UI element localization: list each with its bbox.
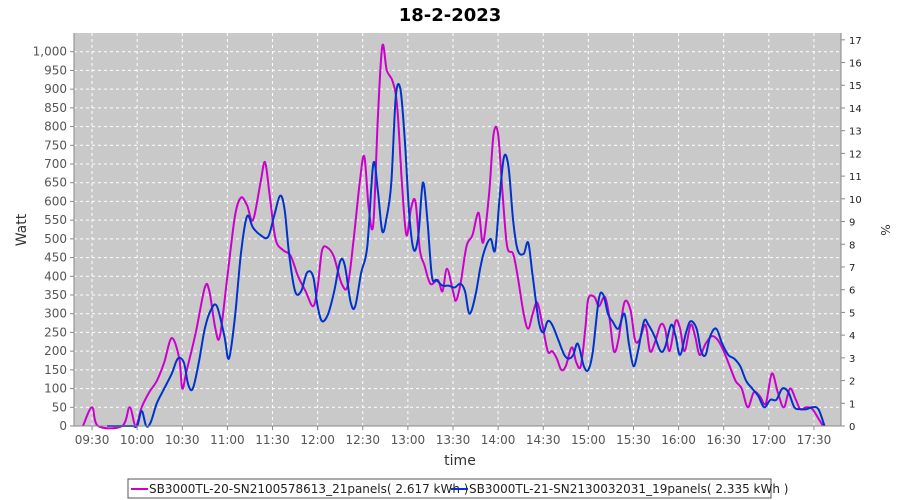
y2-tick-label: 14 xyxy=(849,104,862,115)
x-axis-ticks: 09:30 10:00 10:30 11:00 11:30 12:00 12:30 13:00… xyxy=(75,426,831,447)
x-tick-label: 16:30 xyxy=(706,433,741,447)
x-tick-label: 15:30 xyxy=(616,433,651,447)
x-tick-label: 10:00 xyxy=(120,433,155,447)
x-tick-label: 13:00 xyxy=(391,433,426,447)
y2-tick-label: 15 xyxy=(849,81,862,92)
x-tick-label: 10:30 xyxy=(165,433,200,447)
y-tick-label: 150 xyxy=(44,363,67,377)
y2-tick-label: 8 xyxy=(849,240,855,251)
legend-entry: SB3000TL-20-SN2100578613_21panels( 2.617… xyxy=(149,482,468,496)
legend-entry: SB3000TL-21-SN2130032031_19panels( 2.335… xyxy=(469,482,788,496)
x-tick-label: 17:30 xyxy=(797,433,832,447)
y2-tick-label: 2 xyxy=(849,377,855,388)
y2-tick-label: 6 xyxy=(849,286,855,297)
y-tick-label: 700 xyxy=(44,157,67,171)
y-tick-label: 550 xyxy=(44,213,67,227)
x-tick-label: 17:00 xyxy=(752,433,787,447)
y-tick-label: 250 xyxy=(44,325,67,339)
y-tick-label: 750 xyxy=(44,138,67,152)
y-tick-label: 900 xyxy=(44,82,67,96)
x-tick-label: 13:30 xyxy=(436,433,471,447)
y2-tick-label: 1 xyxy=(849,399,855,410)
y-tick-label: 100 xyxy=(44,382,67,396)
y-tick-label: 800 xyxy=(44,120,67,134)
legend: SB3000TL-20-SN2100578613_21panels( 2.617… xyxy=(127,478,788,499)
chart-title: 18-2-2023 xyxy=(399,5,502,26)
y-tick-label: 300 xyxy=(44,307,67,321)
x-tick-label: 11:00 xyxy=(210,433,245,447)
series-lines xyxy=(82,43,826,430)
y-tick-label: 950 xyxy=(44,63,67,77)
y-tick-label: 650 xyxy=(44,176,67,190)
y2-tick-label: 9 xyxy=(849,218,855,229)
y-axis-label: Watt xyxy=(14,213,30,246)
y-tick-label: 600 xyxy=(44,194,67,208)
x-tick-label: 14:00 xyxy=(481,433,516,447)
y2-tick-label: 10 xyxy=(849,195,862,206)
y-tick-label: 400 xyxy=(44,269,67,283)
x-tick-label: 09:30 xyxy=(75,433,110,447)
y2-tick-label: 12 xyxy=(849,149,862,160)
y2-tick-label: 17 xyxy=(849,36,862,47)
series-line-1 xyxy=(82,43,824,430)
y-tick-label: 0 xyxy=(59,419,67,433)
x-tick-label: 12:00 xyxy=(300,433,335,447)
y2-tick-label: 0 xyxy=(849,422,855,433)
y-axis-ticks: 0 50 100 150 200 250 300 350 400 450 500 550 600 650 7… xyxy=(33,45,74,433)
x-tick-label: 12:30 xyxy=(345,433,380,447)
x-tick-label: 14:30 xyxy=(526,433,561,447)
y-tick-label: 850 xyxy=(44,101,67,115)
grid-lines xyxy=(74,33,841,427)
y-tick-label: 500 xyxy=(44,232,67,246)
y2-tick-label: 13 xyxy=(849,127,862,138)
legend-box xyxy=(127,478,772,499)
y2-axis-label: % xyxy=(878,224,892,235)
y2-tick-label: 5 xyxy=(849,308,855,319)
y-tick-label: 200 xyxy=(44,344,67,358)
y2-tick-label: 4 xyxy=(849,331,855,342)
x-tick-label: 16:00 xyxy=(661,433,696,447)
series-line-2 xyxy=(107,83,826,429)
x-tick-label: 11:30 xyxy=(255,433,290,447)
y2-tick-label: 16 xyxy=(849,59,862,70)
y-tick-label: 450 xyxy=(44,251,67,265)
y2-tick-label: 7 xyxy=(849,263,855,274)
y2-tick-label: 11 xyxy=(849,172,862,183)
y-tick-label: 350 xyxy=(44,288,67,302)
x-axis-label: time xyxy=(444,453,476,469)
y-tick-label: 1,000 xyxy=(33,45,67,59)
y2-tick-label: 3 xyxy=(849,354,855,365)
x-tick-label: 15:00 xyxy=(571,433,606,447)
y-tick-label: 50 xyxy=(52,400,67,414)
plot-area xyxy=(74,33,841,426)
